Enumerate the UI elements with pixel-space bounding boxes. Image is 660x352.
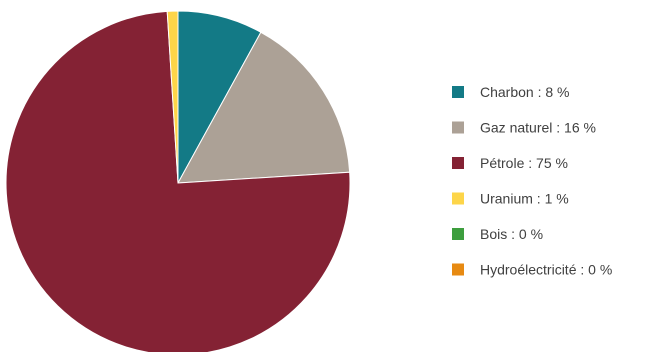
legend: Charbon : 8 % Gaz naturel : 16 % Pétrole :… [452,84,612,278]
pie-slices [5,10,351,352]
legend-swatch-1 [452,121,464,134]
legend-item-1: Gaz naturel : 16 % [452,120,596,136]
legend-item-0: Charbon : 8 % [452,84,570,100]
legend-label-1: Gaz naturel : 16 % [480,120,596,136]
legend-label-0: Charbon : 8 % [480,84,570,100]
pie-slice-3 [166,10,179,184]
legend-label-2: Pétrole : 75 % [480,155,568,171]
legend-swatch-4 [452,228,464,240]
legend-item-5: Hydroélectricité : 0 % [452,262,612,278]
legend-label-5: Hydroélectricité : 0 % [480,262,612,278]
legend-item-3: Uranium : 1 % [452,191,569,207]
pie-slice-2 [5,10,351,352]
legend-label-4: Bois : 0 % [480,226,543,242]
legend-item-2: Pétrole : 75 % [452,155,568,171]
legend-swatch-2 [452,157,464,169]
pie-slice-1 [177,31,351,184]
legend-swatch-3 [452,192,464,205]
legend-label-3: Uranium : 1 % [480,191,569,207]
legend-swatch-5 [452,263,464,276]
legend-item-4: Bois : 0 % [452,226,543,242]
legend-swatch-0 [452,86,464,98]
